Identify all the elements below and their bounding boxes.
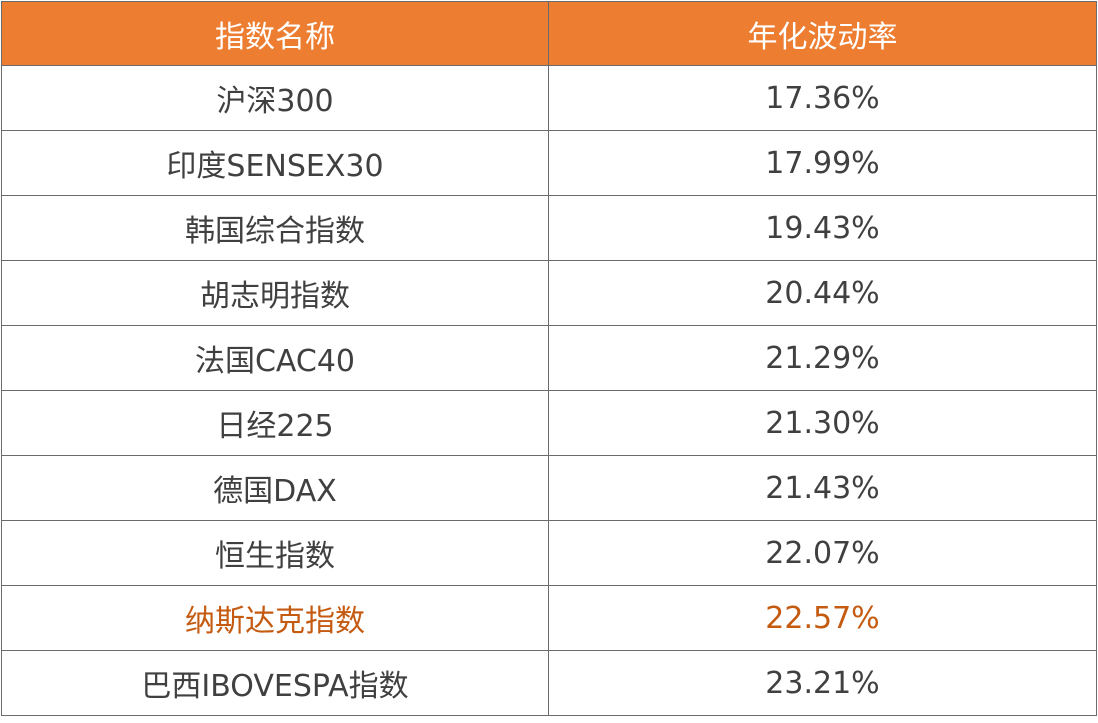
volatility-cell: 22.57% [548,585,1097,651]
volatility-cell: 23.21% [548,650,1097,716]
index-name-cell: 纳斯达克指数 [1,585,549,651]
index-name-cell: 德国DAX [1,455,549,521]
index-name-cell: 法国CAC40 [1,325,549,391]
table-body: 沪深300 17.36% 印度SENSEX30 17.99% 韩国综合指数 19… [1,65,1097,716]
table-row: 德国DAX 21.43% [1,455,1097,521]
index-name-cell: 日经225 [1,390,549,456]
table-row: 沪深300 17.36% [1,65,1097,131]
volatility-cell: 17.36% [548,65,1097,131]
column-header-annual-volatility: 年化波动率 [548,1,1097,66]
table-row: 印度SENSEX30 17.99% [1,130,1097,196]
volatility-cell: 19.43% [548,195,1097,261]
volatility-cell: 20.44% [548,260,1097,326]
index-name-cell: 恒生指数 [1,520,549,586]
table-row: 韩国综合指数 19.43% [1,195,1097,261]
volatility-cell: 21.30% [548,390,1097,456]
table-row: 恒生指数 22.07% [1,520,1097,586]
index-name-cell: 韩国综合指数 [1,195,549,261]
index-name-cell: 沪深300 [1,65,549,131]
volatility-cell: 21.43% [548,455,1097,521]
table-row: 法国CAC40 21.29% [1,325,1097,391]
column-header-index-name: 指数名称 [1,1,549,66]
volatility-cell: 22.07% [548,520,1097,586]
volatility-cell: 17.99% [548,130,1097,196]
index-name-cell: 巴西IBOVESPA指数 [1,650,549,716]
table-header-row: 指数名称 年化波动率 [1,1,1097,66]
index-name-cell: 胡志明指数 [1,260,549,326]
table-row-highlighted: 纳斯达克指数 22.57% [1,585,1097,651]
table-row: 巴西IBOVESPA指数 23.21% [1,650,1097,716]
table-row: 胡志明指数 20.44% [1,260,1097,326]
index-name-cell: 印度SENSEX30 [1,130,549,196]
table-row: 日经225 21.30% [1,390,1097,456]
volatility-cell: 21.29% [548,325,1097,391]
